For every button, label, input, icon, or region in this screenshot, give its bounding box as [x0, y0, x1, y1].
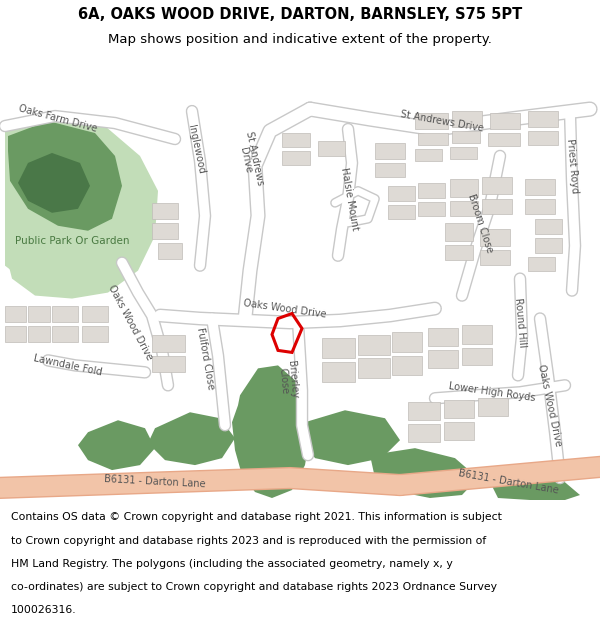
Polygon shape — [282, 151, 310, 165]
Polygon shape — [445, 222, 473, 241]
Polygon shape — [462, 326, 492, 344]
Text: Inglewood: Inglewood — [186, 124, 206, 174]
Polygon shape — [528, 257, 555, 271]
Polygon shape — [28, 326, 50, 342]
Text: Brierley
Close: Brierley Close — [277, 361, 299, 400]
Polygon shape — [482, 199, 512, 214]
Polygon shape — [152, 356, 185, 372]
Text: Oaks Wood Drive: Oaks Wood Drive — [536, 363, 563, 448]
Text: B6131 - Darton Lane: B6131 - Darton Lane — [104, 474, 206, 490]
Polygon shape — [392, 332, 422, 352]
Polygon shape — [428, 351, 458, 368]
Polygon shape — [450, 147, 477, 159]
Text: 100026316.: 100026316. — [11, 605, 76, 615]
Polygon shape — [450, 201, 478, 216]
Text: Oaks Wood Drive: Oaks Wood Drive — [243, 298, 327, 319]
Text: Public Park Or Garden: Public Park Or Garden — [15, 236, 129, 246]
Polygon shape — [82, 326, 108, 342]
Text: Oaks Wood Drive: Oaks Wood Drive — [106, 283, 154, 362]
Polygon shape — [375, 143, 405, 159]
Polygon shape — [418, 202, 445, 216]
Polygon shape — [358, 358, 390, 378]
Polygon shape — [535, 219, 562, 234]
Polygon shape — [18, 153, 90, 213]
Polygon shape — [322, 339, 355, 358]
Text: Map shows position and indicative extent of the property.: Map shows position and indicative extent… — [108, 34, 492, 46]
Polygon shape — [415, 113, 448, 129]
Polygon shape — [428, 329, 458, 346]
Text: to Crown copyright and database rights 2023 and is reproduced with the permissio: to Crown copyright and database rights 2… — [11, 536, 486, 546]
Polygon shape — [445, 245, 473, 259]
Text: 6A, OAKS WOOD DRIVE, DARTON, BARNSLEY, S75 5PT: 6A, OAKS WOOD DRIVE, DARTON, BARNSLEY, S… — [78, 7, 522, 22]
Text: Fulford Close: Fulford Close — [194, 326, 215, 390]
Polygon shape — [78, 420, 155, 470]
Text: Round Hill: Round Hill — [513, 298, 527, 348]
Polygon shape — [322, 362, 355, 382]
Polygon shape — [152, 336, 185, 352]
Polygon shape — [28, 306, 50, 322]
Polygon shape — [444, 422, 474, 440]
Polygon shape — [375, 163, 405, 177]
Polygon shape — [452, 131, 480, 143]
Polygon shape — [480, 250, 510, 264]
Polygon shape — [490, 113, 520, 129]
Polygon shape — [478, 398, 508, 416]
Polygon shape — [5, 326, 26, 342]
Polygon shape — [482, 177, 512, 194]
Text: Priest Royd: Priest Royd — [565, 138, 580, 194]
Polygon shape — [5, 116, 158, 299]
Text: St Andrews Drive: St Andrews Drive — [400, 109, 484, 133]
Polygon shape — [282, 133, 310, 147]
Polygon shape — [525, 199, 555, 214]
Polygon shape — [415, 149, 442, 161]
Polygon shape — [52, 306, 78, 322]
Polygon shape — [8, 121, 122, 231]
Polygon shape — [452, 111, 482, 127]
Polygon shape — [158, 242, 182, 259]
Text: St Andrews
Drive: St Andrews Drive — [235, 130, 265, 188]
Polygon shape — [152, 203, 178, 219]
Polygon shape — [148, 412, 235, 465]
Polygon shape — [525, 179, 555, 195]
Polygon shape — [490, 472, 580, 500]
Polygon shape — [52, 326, 78, 342]
Text: Oaks Farm Drive: Oaks Farm Drive — [17, 104, 98, 134]
Polygon shape — [370, 448, 478, 498]
Polygon shape — [418, 183, 445, 198]
Polygon shape — [408, 402, 440, 420]
Polygon shape — [450, 179, 478, 197]
Text: HM Land Registry. The polygons (including the associated geometry, namely x, y: HM Land Registry. The polygons (includin… — [11, 559, 452, 569]
Polygon shape — [318, 141, 345, 156]
Polygon shape — [528, 131, 558, 145]
Text: Halsie Mount: Halsie Mount — [340, 166, 361, 231]
Text: Broom Close: Broom Close — [466, 192, 494, 254]
Text: Contains OS data © Crown copyright and database right 2021. This information is : Contains OS data © Crown copyright and d… — [11, 512, 502, 522]
Polygon shape — [408, 424, 440, 442]
Polygon shape — [358, 336, 390, 356]
Polygon shape — [5, 222, 42, 276]
Polygon shape — [232, 366, 310, 498]
Polygon shape — [462, 348, 492, 366]
Text: B6131 - Darton Lane: B6131 - Darton Lane — [457, 468, 559, 496]
Text: Lower High Royds: Lower High Royds — [448, 381, 536, 403]
Polygon shape — [418, 133, 448, 145]
Polygon shape — [302, 410, 400, 465]
Polygon shape — [528, 111, 558, 127]
Polygon shape — [535, 238, 562, 252]
Text: Lawndale Fold: Lawndale Fold — [33, 353, 103, 377]
Polygon shape — [392, 356, 422, 376]
Polygon shape — [444, 400, 474, 418]
Polygon shape — [5, 306, 26, 322]
Polygon shape — [388, 205, 415, 219]
Polygon shape — [82, 306, 108, 322]
Polygon shape — [388, 186, 415, 201]
Polygon shape — [480, 229, 510, 246]
Polygon shape — [152, 222, 178, 239]
Text: co-ordinates) are subject to Crown copyright and database rights 2023 Ordnance S: co-ordinates) are subject to Crown copyr… — [11, 582, 497, 592]
Polygon shape — [488, 133, 520, 146]
